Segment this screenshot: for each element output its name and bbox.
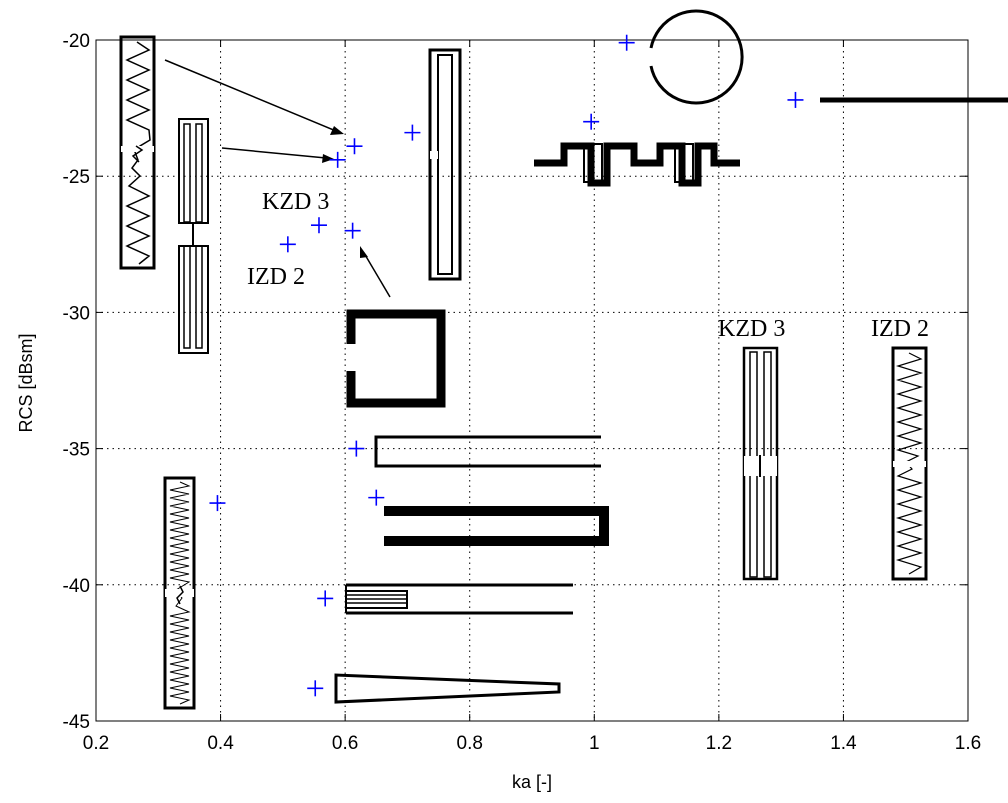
data-point-marker: [307, 680, 324, 697]
pointer-arrows: [164, 59, 391, 298]
arrow-2: [221, 147, 327, 159]
comb-antenna: [345, 583, 573, 615]
arrow-3: [363, 252, 391, 298]
plot-frame: [95, 39, 969, 722]
y-tick-label: -45: [63, 712, 90, 733]
y-tick-label: -30: [63, 303, 90, 324]
tapered-antenna: [334, 673, 561, 704]
loop-antenna-circle: [649, 9, 744, 105]
data-point-marker: [209, 495, 226, 512]
x-tick-label: 1.4: [830, 733, 857, 754]
data-point-marker: [329, 151, 346, 168]
folded-antenna-thick: [384, 506, 609, 546]
x-tick-label: 1.2: [706, 733, 732, 754]
y-axis-label: RCS [dBsm]: [16, 333, 36, 432]
data-point-marker: [348, 440, 365, 457]
data-point-marker: [404, 124, 421, 141]
y-tick-label: -40: [63, 576, 90, 597]
x-tick-label: 0.4: [207, 733, 234, 754]
zigzag-dipole-antenna-top-left: [119, 35, 156, 270]
x-tick-label: 0.8: [457, 733, 483, 754]
data-point-marker: [583, 113, 600, 130]
data-point-marker: [279, 236, 296, 253]
inverted-f-antenna-thin: [374, 435, 601, 468]
axis-ticks: 0.2 0.4 0.6 0.8 1 1.2 1.4 1.6 -20 -25 -30 -35 -40 -45: [63, 31, 982, 754]
kzd3-antenna-right: [742, 346, 779, 581]
antenna-illustrations: [119, 9, 1008, 710]
square-loop-antenna: [346, 309, 446, 408]
data-point-marker: [317, 590, 334, 607]
annotation-izd2-left: IZD 2: [247, 264, 305, 290]
y-tick-label: -35: [63, 440, 90, 461]
annotation-kzd3-right: KZD 3: [718, 316, 785, 342]
meander-line-antenna: [534, 142, 740, 187]
y-tick-label: -25: [63, 167, 90, 188]
grid-lines: [96, 40, 968, 721]
data-point-marker: [618, 34, 635, 51]
zigzag-dipole-antenna-bottom-left: [163, 476, 196, 710]
data-point-marker: [346, 138, 363, 155]
data-point-marker: [787, 91, 804, 108]
x-tick-label: 0.6: [332, 733, 358, 754]
data-points: [209, 34, 804, 697]
annotation-kzd3-left: KZD 3: [262, 189, 329, 215]
x-tick-label: 1: [589, 733, 600, 754]
data-point-marker: [368, 489, 385, 506]
arrow-1: [164, 59, 337, 132]
izd2-antenna-right: [891, 346, 928, 581]
y-tick-label: -20: [63, 31, 90, 52]
data-point-marker: [344, 222, 361, 239]
data-point-marker: [310, 217, 327, 234]
annotation-izd2-right: IZD 2: [871, 316, 929, 342]
x-tick-label: 0.2: [83, 733, 109, 754]
x-axis-label: ka [-]: [512, 772, 552, 792]
folded-dipole-antenna-vertical: [428, 48, 462, 281]
x-tick-label: 1.6: [955, 733, 981, 754]
meander-dipole-antenna-left: [178, 118, 209, 354]
